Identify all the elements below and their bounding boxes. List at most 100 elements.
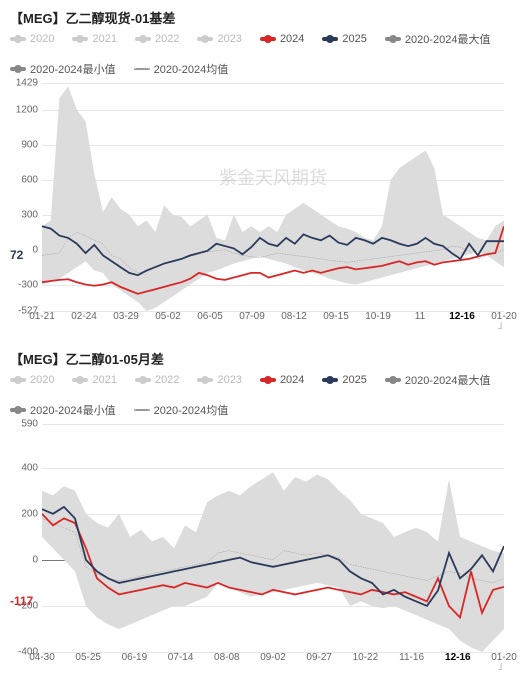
legend-item[interactable]: 2020 [10,372,54,388]
legend-swatch [10,378,26,382]
y-axis: -400-2000200400590 [10,424,40,652]
x-tick-label: 01-21 [29,311,55,322]
x-tick-label: 11-16 [399,652,424,663]
y-tick-label: -300 [18,279,38,290]
legend-item[interactable]: 2020-2024最小值 [10,61,116,77]
chart-title: 【MEG】乙二醇01-05月差 [10,349,512,368]
plot-svg [42,83,504,311]
x-tick-label: 08-08 [214,652,240,663]
legend-swatch [10,37,26,41]
legend-item[interactable]: 2025 [322,31,366,47]
chart-container: 【MEG】乙二醇现货-01基差 2020 2021 2022 2023 2024 2025 2… [0,0,522,341]
x-tick-label: 06-05 [197,311,223,322]
chart-container: 【MEG】乙二醇01-05月差2020202120222023202420252… [0,341,522,682]
legend-item[interactable]: 2021 [72,31,116,47]
legend-swatch [197,37,213,41]
legend-swatch [134,409,150,411]
legend: 2020 2021 2022 2023 2024 2025 2020-2024最大值 2020… [10,372,512,418]
legend-item[interactable]: 2024 [260,31,304,47]
legend-item[interactable]: 2022 [135,31,179,47]
legend-swatch [10,408,26,412]
plot-area: -527-30003006009001200142972紫金天风期货01-210… [42,83,504,331]
x-tick-label: 03-29 [113,311,139,322]
highlight-value: 72 [10,248,23,262]
legend-swatch [322,37,338,41]
legend-swatch [260,37,276,41]
legend-swatch [322,378,338,382]
x-tick-label: 05-02 [155,311,181,322]
legend-item[interactable]: 2024 [260,372,304,388]
legend-label: 2023 [217,33,241,45]
legend-label: 2023 [217,374,241,386]
highlight-value: -117 [10,594,33,608]
legend-label: 2022 [155,374,179,386]
legend-label: 2020 [30,33,54,45]
legend-item[interactable]: 2020-2024均值 [134,61,229,77]
legend-item[interactable]: 2020-2024均值 [134,402,229,418]
legend-label: 2025 [342,33,366,45]
y-tick-label: 590 [21,419,38,430]
legend-label: 2022 [155,33,179,45]
legend-label: 2020-2024最大值 [405,372,491,388]
legend-label: 2020 [30,374,54,386]
x-tick-label: 07-14 [168,652,194,663]
plot-svg [42,424,504,652]
x-tick-label: 07-09 [239,311,265,322]
legend-swatch [385,378,401,382]
legend-swatch [135,378,151,382]
x-tick-label: 09-27 [306,652,332,663]
x-tick-label: 08-12 [281,311,307,322]
y-tick-label: 900 [21,139,38,150]
legend-item[interactable]: 2023 [197,31,241,47]
legend-swatch [72,37,88,41]
legend-item[interactable]: 2020-2024最大值 [385,372,491,388]
legend-item[interactable]: 2020-2024最大值 [385,31,491,47]
chart-title: 【MEG】乙二醇现货-01基差 [10,8,512,27]
y-tick-label: 400 [21,462,38,473]
y-tick-label: 0 [32,244,38,255]
legend-label: 2024 [280,33,304,45]
x-tick-label: 05-25 [75,652,101,663]
corner-mark: 」 [498,316,508,331]
legend-swatch [260,378,276,382]
x-tick-label: 10-19 [365,311,391,322]
legend-item[interactable]: 2022 [135,372,179,388]
x-tick-label: 12-16 [445,652,471,663]
x-tick-label: 02-24 [71,311,97,322]
legend-item[interactable]: 2020 [10,31,54,47]
x-tick-label: 06-19 [122,652,148,663]
y-tick-label: 600 [21,174,38,185]
legend-swatch [197,378,213,382]
legend-label: 2021 [92,374,116,386]
x-axis: 04-3005-2506-1907-1408-0809-0209-2710-22… [42,652,504,672]
legend-item[interactable]: 2025 [322,372,366,388]
legend-item[interactable]: 2020-2024最小值 [10,402,116,418]
legend-swatch [134,68,150,70]
y-tick-label: 300 [21,209,38,220]
plot-area: -400-2000200400590-117紫金天风期货04-3005-2506… [42,424,504,672]
legend-label: 2025 [342,374,366,386]
x-tick-label: 09-02 [260,652,286,663]
y-axis: -527-300030060090012001429 [10,83,40,311]
corner-mark: 」 [498,657,508,672]
legend-label: 2024 [280,374,304,386]
x-tick-label: 12-16 [449,311,475,322]
legend-label: 2020-2024均值 [154,61,229,77]
legend-label: 2021 [92,33,116,45]
y-tick-label: 1429 [16,78,38,89]
y-tick-label: 0 [32,554,38,565]
legend-item[interactable]: 2023 [197,372,241,388]
band-fill [42,472,504,652]
legend-swatch [72,378,88,382]
x-tick-label: 09-15 [323,311,349,322]
legend-swatch [10,67,26,71]
legend-item[interactable]: 2021 [72,372,116,388]
legend-label: 2020-2024最小值 [30,61,116,77]
y-tick-label: 200 [21,508,38,519]
x-axis: 01-2102-2403-2905-0206-0507-0908-1209-15… [42,311,504,331]
legend-label: 2020-2024最大值 [405,31,491,47]
x-tick-label: 04-30 [29,652,55,663]
x-tick-label: 11 [415,311,425,322]
y-tick-label: 1200 [16,104,38,115]
legend-swatch [135,37,151,41]
